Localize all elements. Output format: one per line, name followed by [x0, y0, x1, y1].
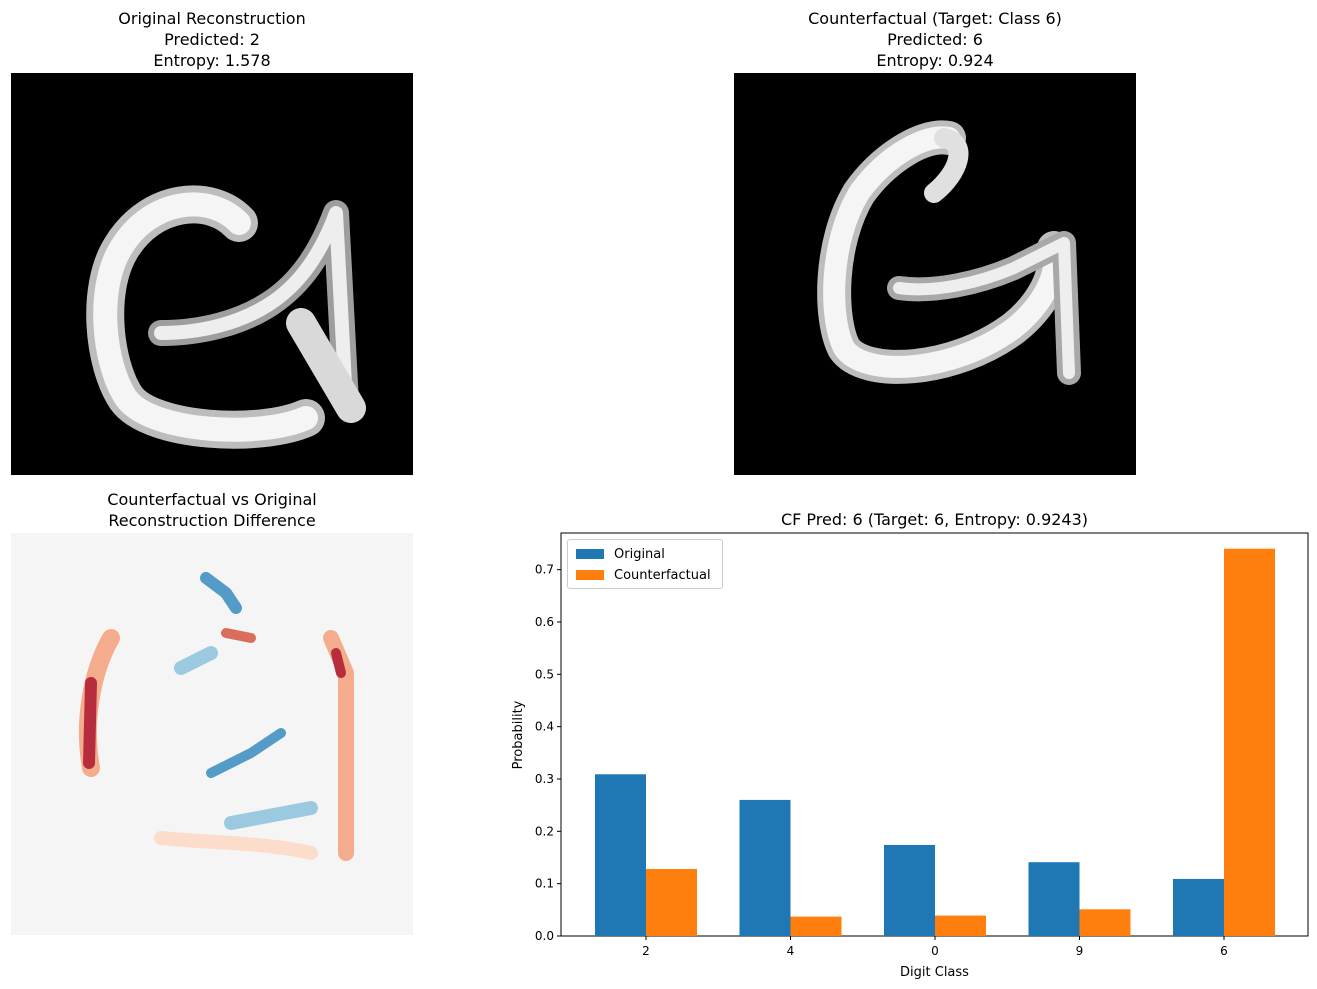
x-tick-label-4: 4	[787, 944, 795, 958]
original-reconstruction-image	[11, 73, 413, 475]
difference-title-line-1: Counterfactual vs Original	[107, 490, 317, 509]
y-tick-label-0.5: 0.5	[535, 667, 554, 681]
difference-heatmap	[11, 533, 413, 935]
counterfactual-reconstruction-image	[734, 73, 1136, 475]
bar-counterfactual-class-9	[1079, 909, 1131, 936]
original-title-line-3: Entropy: 1.578	[153, 51, 271, 70]
bar-original-class-4	[739, 799, 791, 936]
y-tick-label-0.1: 0.1	[535, 877, 554, 891]
counterfactual-title-line-2: Predicted: 6	[887, 30, 983, 49]
original-title: Original Reconstruction Predicted: 2 Ent…	[11, 8, 413, 71]
chart-legend: Original Counterfactual	[567, 539, 723, 589]
difference-title: Counterfactual vs Original Reconstructio…	[11, 489, 413, 531]
legend-swatch-original	[576, 549, 604, 559]
legend-item-original: Original	[576, 545, 665, 563]
y-tick-label-0.0: 0.0	[535, 929, 554, 943]
y-tick-label-0.3: 0.3	[535, 772, 554, 786]
y-tick-label-0.6: 0.6	[535, 615, 554, 629]
legend-item-counterfactual: Counterfactual	[576, 566, 711, 584]
bar-counterfactual-class-0	[935, 915, 986, 936]
y-tick-label-0.4: 0.4	[535, 720, 554, 734]
bar-original-class-2	[595, 774, 646, 936]
x-axis-label: Digit Class	[900, 965, 969, 980]
x-tick-label-9: 9	[1076, 944, 1084, 958]
original-title-line-2: Predicted: 2	[164, 30, 260, 49]
x-tick-label-2: 2	[642, 944, 650, 958]
y-axis-label: Probability	[511, 700, 526, 769]
counterfactual-title-line-3: Entropy: 0.924	[876, 51, 994, 70]
counterfactual-title: Counterfactual (Target: Class 6) Predict…	[734, 8, 1136, 71]
chart-title: CF Pred: 6 (Target: 6, Entropy: 0.9243)	[781, 510, 1088, 529]
legend-swatch-counterfactual	[576, 570, 604, 580]
legend-label-counterfactual: Counterfactual	[614, 567, 711, 583]
bar-original-class-6	[1173, 878, 1224, 936]
bar-counterfactual-class-4	[790, 916, 842, 936]
bar-original-class-0	[884, 844, 935, 936]
original-title-line-1: Original Reconstruction	[118, 9, 306, 28]
y-tick-label-0.7: 0.7	[535, 563, 554, 577]
y-tick-label-0.2: 0.2	[535, 824, 554, 838]
counterfactual-title-line-1: Counterfactual (Target: Class 6)	[808, 9, 1062, 28]
bar-original-class-9	[1028, 862, 1080, 936]
x-tick-label-0: 0	[931, 944, 939, 958]
bar-counterfactual-class-2	[646, 869, 697, 936]
x-tick-label-6: 6	[1220, 944, 1228, 958]
bar-counterfactual-class-6	[1224, 548, 1275, 936]
difference-title-line-2: Reconstruction Difference	[108, 511, 316, 530]
legend-label-original: Original	[614, 546, 665, 562]
